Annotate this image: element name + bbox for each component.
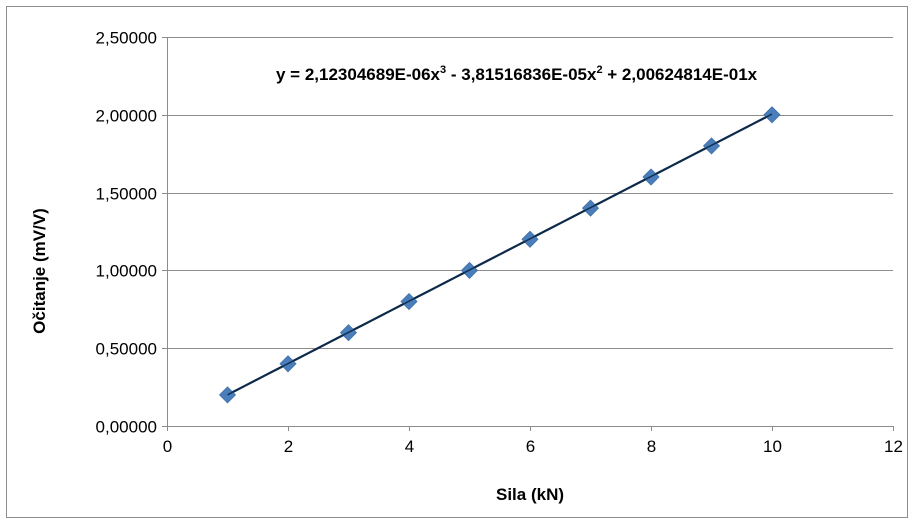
gridlines bbox=[167, 37, 893, 349]
equation-exponent-3: 3 bbox=[440, 64, 446, 76]
y-axis-title: Očitanje (mV/V) bbox=[30, 208, 49, 334]
equation-part-2: - 3,81516836E-05x bbox=[446, 65, 597, 84]
y-tick-label: 1,50000 bbox=[96, 185, 157, 204]
x-tick-label: 0 bbox=[163, 437, 172, 456]
y-tick-label: 2,50000 bbox=[96, 29, 157, 48]
tick-labels: 0,00000 0,50000 1,00000 1,50000 2,00000 2,500… bbox=[96, 29, 903, 457]
trendline-equation: y = 2,12304689E-06x3 - 3,81516836E-05x2 … bbox=[276, 64, 758, 84]
equation-part-1: y = 2,12304689E-06x bbox=[276, 65, 441, 84]
trendline-overlay bbox=[227, 113, 773, 396]
y-tick-label: 0,00000 bbox=[96, 418, 157, 437]
x-tick-label: 4 bbox=[405, 437, 414, 456]
equation-part-3: + 2,00624814E-01x bbox=[603, 65, 758, 84]
x-tick-label: 6 bbox=[526, 437, 535, 456]
chart-frame bbox=[6, 6, 908, 518]
x-tick-label: 12 bbox=[884, 437, 903, 456]
y-tick-label: 0,50000 bbox=[96, 340, 157, 359]
data-points bbox=[218, 106, 781, 404]
x-tick-label: 10 bbox=[763, 437, 782, 456]
x-tick-label: 2 bbox=[284, 437, 293, 456]
axes bbox=[162, 37, 894, 431]
y-tick-label: 1,00000 bbox=[96, 262, 157, 281]
x-axis-title: Sila (kN) bbox=[496, 485, 564, 504]
equation-exponent-2: 2 bbox=[596, 64, 602, 76]
x-tick-label: 8 bbox=[647, 437, 656, 456]
y-tick-label: 2,00000 bbox=[96, 107, 157, 126]
